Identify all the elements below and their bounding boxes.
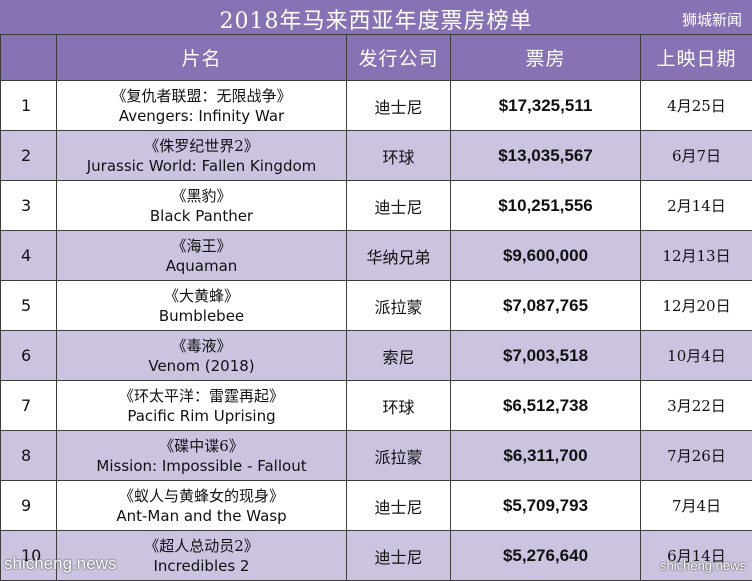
rank-cell: 3 bbox=[1, 181, 57, 231]
rank-cell: 1 bbox=[1, 81, 57, 131]
company-cell: 索尼 bbox=[347, 331, 451, 381]
gross-cell: $9,600,000 bbox=[451, 231, 641, 281]
watermark-right: shicheng.news bbox=[660, 558, 746, 573]
rank-cell: 2 bbox=[1, 131, 57, 181]
gross-cell: $7,003,518 bbox=[451, 331, 641, 381]
gross-cell: $6,512,738 bbox=[451, 381, 641, 431]
rank-cell: 5 bbox=[1, 281, 57, 331]
film-title-english: Ant-Man and the Wasp bbox=[57, 506, 346, 526]
film-title-chinese: 《超人总动员2》 bbox=[57, 536, 346, 556]
film-title-chinese: 《侏罗纪世界2》 bbox=[57, 136, 346, 156]
column-header-gross: 票房 bbox=[451, 35, 641, 81]
gross-cell: $17,325,511 bbox=[451, 81, 641, 131]
film-cell: 《蚁人与黄蜂女的现身》Ant-Man and the Wasp bbox=[57, 481, 347, 531]
film-cell: 《海王》Aquaman bbox=[57, 231, 347, 281]
film-title-english: Jurassic World: Fallen Kingdom bbox=[57, 156, 346, 176]
release-date-cell: 6月14日 bbox=[641, 531, 752, 581]
company-cell: 环球 bbox=[347, 381, 451, 431]
company-cell: 迪士尼 bbox=[347, 81, 451, 131]
film-cell: 《碟中谍6》Mission: Impossible - Fallout bbox=[57, 431, 347, 481]
column-header-film: 片名 bbox=[57, 35, 347, 81]
box-office-table: 片名 发行公司 票房 上映日期 1《复仇者联盟：无限战争》Avengers: I… bbox=[0, 34, 752, 581]
release-date-cell: 2月14日 bbox=[641, 181, 752, 231]
film-title-chinese: 《复仇者联盟：无限战争》 bbox=[57, 86, 346, 106]
column-header-company: 发行公司 bbox=[347, 35, 451, 81]
film-title-english: Aquaman bbox=[57, 256, 346, 276]
film-cell: 《黑豹》Black Panther bbox=[57, 181, 347, 231]
release-date-cell: 4月25日 bbox=[641, 81, 752, 131]
film-title-chinese: 《黑豹》 bbox=[57, 186, 346, 206]
gross-cell: $7,087,765 bbox=[451, 281, 641, 331]
film-title-chinese: 《蚁人与黄蜂女的现身》 bbox=[57, 486, 346, 506]
rank-cell: 9 bbox=[1, 481, 57, 531]
title-bar: 2018年马来西亚年度票房榜单 狮城新闻 bbox=[0, 0, 752, 34]
gross-cell: $6,311,700 bbox=[451, 431, 641, 481]
release-date-cell: 12月13日 bbox=[641, 231, 752, 281]
film-title-english: Mission: Impossible - Fallout bbox=[57, 456, 346, 476]
film-title-chinese: 《海王》 bbox=[57, 236, 346, 256]
release-date-cell: 6月7日 bbox=[641, 131, 752, 181]
release-date-cell: 12月20日 bbox=[641, 281, 752, 331]
company-cell: 华纳兄弟 bbox=[347, 231, 451, 281]
release-date-cell: 3月22日 bbox=[641, 381, 752, 431]
film-cell: 《侏罗纪世界2》Jurassic World: Fallen Kingdom bbox=[57, 131, 347, 181]
film-cell: 《大黄蜂》Bumblebee bbox=[57, 281, 347, 331]
release-date-cell: 10月4日 bbox=[641, 331, 752, 381]
film-title-english: Bumblebee bbox=[57, 306, 346, 326]
company-cell: 迪士尼 bbox=[347, 481, 451, 531]
company-cell: 迪士尼 bbox=[347, 531, 451, 581]
company-cell: 派拉蒙 bbox=[347, 281, 451, 331]
film-title-chinese: 《毒液》 bbox=[57, 336, 346, 356]
rank-cell: 4 bbox=[1, 231, 57, 281]
company-cell: 派拉蒙 bbox=[347, 431, 451, 481]
gross-cell: $5,709,793 bbox=[451, 481, 641, 531]
page-title: 2018年马来西亚年度票房榜单 bbox=[0, 3, 752, 35]
release-date-cell: 7月4日 bbox=[641, 481, 752, 531]
gross-cell: $10,251,556 bbox=[451, 181, 641, 231]
column-header-date: 上映日期 bbox=[641, 35, 752, 81]
source-label: 狮城新闻 bbox=[682, 9, 742, 30]
company-cell: 迪士尼 bbox=[347, 181, 451, 231]
gross-cell: $5,276,640 bbox=[451, 531, 641, 581]
rank-cell: 7 bbox=[1, 381, 57, 431]
release-date-cell: 7月26日 bbox=[641, 431, 752, 481]
rank-cell: 8 bbox=[1, 431, 57, 481]
film-title-english: Venom (2018) bbox=[57, 356, 346, 376]
watermark-left: shicheng.news bbox=[4, 554, 116, 574]
film-title-chinese: 《环太平洋：雷霆再起》 bbox=[57, 386, 346, 406]
film-title-chinese: 《大黄蜂》 bbox=[57, 286, 346, 306]
rank-cell: 6 bbox=[1, 331, 57, 381]
gross-cell: $13,035,567 bbox=[451, 131, 641, 181]
company-cell: 环球 bbox=[347, 131, 451, 181]
film-title-chinese: 《碟中谍6》 bbox=[57, 436, 346, 456]
film-title-english: Pacific Rim Uprising bbox=[57, 406, 346, 426]
film-cell: 《环太平洋：雷霆再起》Pacific Rim Uprising bbox=[57, 381, 347, 431]
film-cell: 《毒液》Venom (2018) bbox=[57, 331, 347, 381]
column-header-rank bbox=[1, 35, 57, 81]
table-header-row: 片名 发行公司 票房 上映日期 bbox=[1, 35, 752, 81]
film-title-english: Black Panther bbox=[57, 206, 346, 226]
film-cell: 《复仇者联盟：无限战争》Avengers: Infinity War bbox=[57, 81, 347, 131]
film-title-english: Avengers: Infinity War bbox=[57, 106, 346, 126]
